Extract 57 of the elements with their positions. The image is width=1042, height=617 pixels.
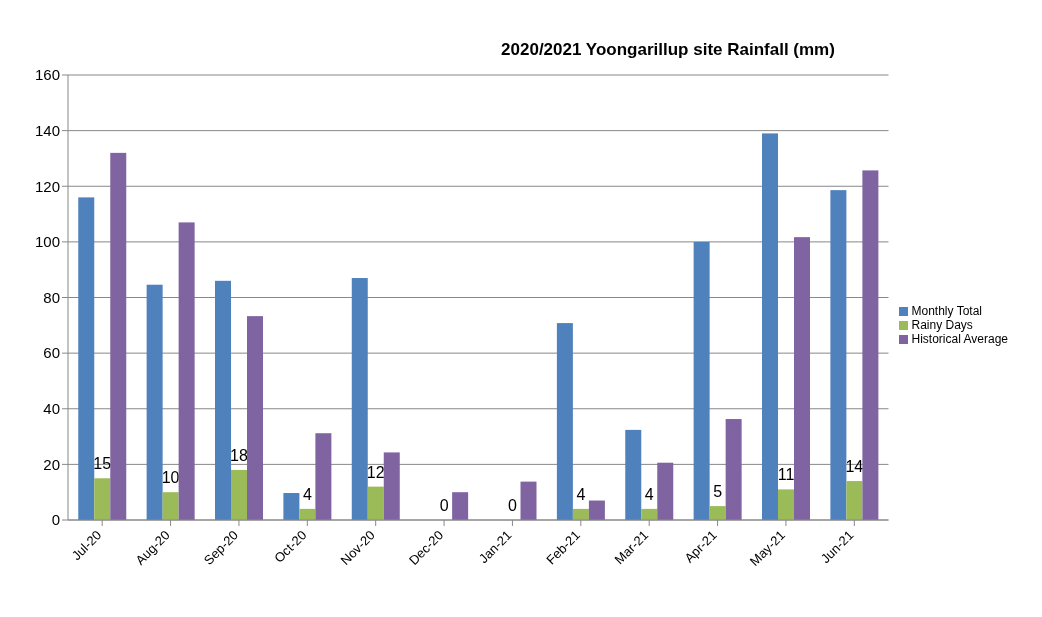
bar — [299, 508, 316, 520]
legend-label: Historical Average — [911, 332, 1008, 346]
bar — [94, 478, 111, 520]
bar — [351, 278, 368, 520]
y-tick-label: 20 — [43, 455, 60, 473]
bar — [146, 284, 163, 520]
data-label: 14 — [845, 458, 864, 476]
bar — [709, 506, 726, 520]
data-label: 10 — [161, 469, 180, 487]
bar — [625, 429, 642, 520]
y-tick-label: 120 — [34, 177, 60, 195]
bar — [452, 492, 469, 520]
data-label: 15 — [93, 455, 112, 473]
data-label: 12 — [366, 463, 385, 481]
y-tick-label: 60 — [43, 344, 60, 362]
bar — [588, 500, 605, 520]
bar — [693, 241, 710, 520]
data-label: 0 — [439, 497, 449, 514]
y-tick-label: 160 — [34, 66, 60, 84]
data-label: 0 — [508, 497, 518, 514]
data-label: 4 — [302, 485, 312, 503]
y-tick-label: 100 — [34, 233, 60, 251]
bar — [641, 508, 658, 520]
y-tick-label: 140 — [34, 121, 60, 139]
bar — [556, 323, 573, 520]
bar — [778, 489, 795, 520]
chart-title: 2020/2021 Yoongarillup site Rainfall (mm) — [500, 40, 836, 60]
bar — [178, 222, 195, 520]
bar — [283, 493, 300, 520]
y-tick-label: 0 — [51, 511, 60, 529]
bar — [247, 316, 264, 520]
bar — [572, 508, 589, 520]
data-label: 4 — [644, 485, 654, 503]
data-label: 5 — [713, 483, 723, 501]
bar — [725, 419, 742, 520]
bar — [794, 237, 811, 520]
data-label: 4 — [576, 485, 586, 503]
bar — [830, 190, 847, 520]
data-label: 18 — [230, 446, 249, 464]
bar — [846, 481, 863, 520]
y-tick-label: 40 — [43, 400, 60, 418]
legend-label: Rainy Days — [911, 318, 973, 332]
bar — [657, 462, 674, 520]
data-label: 11 — [777, 466, 795, 484]
y-tick-label: 80 — [43, 288, 60, 306]
bar — [367, 486, 384, 520]
bar — [162, 492, 179, 520]
bar — [231, 469, 248, 520]
bar — [78, 197, 95, 520]
bar — [520, 481, 537, 520]
bar — [315, 433, 332, 520]
bar — [110, 152, 127, 520]
legend-label: Monthly Total — [911, 304, 982, 318]
bar — [862, 170, 879, 520]
bar — [762, 133, 779, 520]
bar — [215, 280, 232, 520]
bar — [383, 452, 400, 520]
